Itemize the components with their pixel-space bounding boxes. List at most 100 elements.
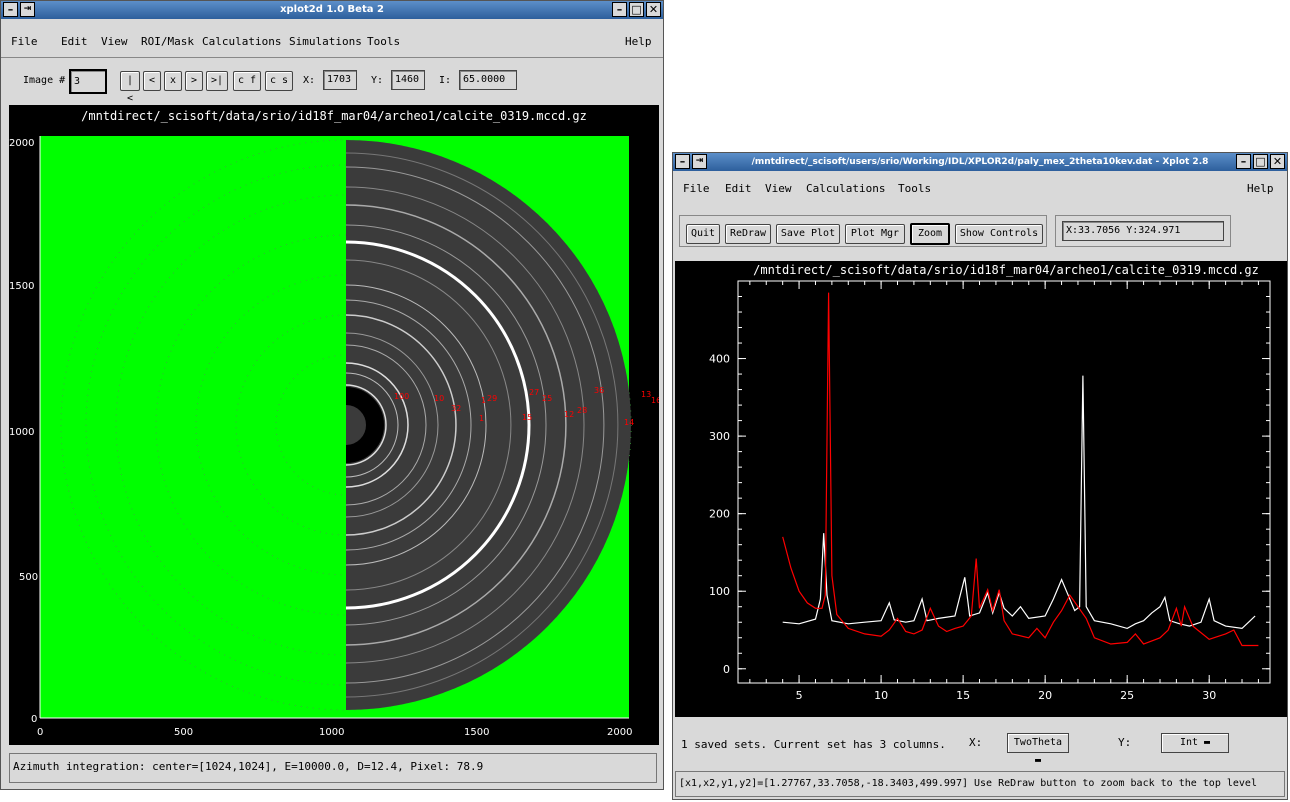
series-line-1	[782, 292, 1259, 647]
xplot-status-bar[interactable]: [x1,x2,y1,y2]=[1.27767,33.7058,-18.3403,…	[675, 771, 1285, 797]
ring-label: 1	[481, 396, 486, 405]
close-icon[interactable]: ✕	[1270, 154, 1285, 169]
minimize-icon[interactable]: –	[612, 2, 627, 17]
diffraction-image[interactable]: 100 10 32 1 27 25 1 29 36 15 12 28 14 13…	[9, 105, 659, 745]
xplot2d-titlebar[interactable]: – ⇥ xplot2d 1.0 Beta 2 – □ ✕	[1, 1, 663, 19]
x-tick-label: 15	[956, 689, 970, 702]
cs-button[interactable]: c s	[265, 71, 293, 91]
maximize-icon[interactable]: □	[1253, 154, 1268, 169]
quit-button[interactable]: Quit	[686, 224, 720, 244]
zoom-button[interactable]: Zoom	[910, 223, 950, 245]
menu-tools[interactable]: Tools	[367, 35, 401, 48]
xplot2d-window: – ⇥ xplot2d 1.0 Beta 2 – □ ✕ File Edit V…	[0, 0, 664, 790]
ring-label: 16	[651, 396, 659, 405]
menu-edit[interactable]: Edit	[61, 35, 88, 48]
window-title: /mntdirect/_scisoft/users/srio/Working/I…	[751, 157, 1209, 167]
save-plot-button[interactable]: Save Plot	[776, 224, 840, 244]
window-menu-icon[interactable]: –	[3, 2, 18, 17]
y-column-dropdown[interactable]: Int ▬	[1161, 733, 1229, 753]
x-tick-label: 25	[1120, 689, 1134, 702]
first-image-button[interactable]: |<	[120, 71, 140, 104]
y-column-label: Y:	[1118, 736, 1132, 749]
xplot-titlebar[interactable]: – ⇥ /mntdirect/_scisoft/users/srio/Worki…	[673, 153, 1287, 171]
xplot2d-status-bar[interactable]: Azimuth integration: center=[1024,1024],…	[9, 753, 657, 783]
last-image-button[interactable]: >|	[206, 71, 228, 91]
plot-area[interactable]: /mntdirect/_scisoft/data/srio/id18f_mar0…	[675, 261, 1287, 717]
current-image-button[interactable]: x	[164, 71, 182, 91]
image-number-label: Image #	[23, 75, 66, 86]
y-tick-label: 0	[723, 663, 730, 676]
menu-file[interactable]: File	[683, 182, 710, 195]
image-number-field[interactable]: 3	[69, 69, 107, 94]
menu-view[interactable]: View	[765, 182, 792, 195]
y-label: Y:	[371, 75, 384, 86]
intensity-field[interactable]: 65.0000	[459, 70, 517, 90]
image-display[interactable]: /mntdirect/_scisoft/data/srio/id18f_mar0…	[9, 105, 659, 745]
image-axes	[39, 136, 629, 719]
menu-tools[interactable]: Tools	[898, 182, 932, 195]
series-line-0	[782, 375, 1256, 630]
show-controls-button[interactable]: Show Controls	[955, 224, 1043, 244]
window-title: xplot2d 1.0 Beta 2	[280, 4, 384, 15]
x-label: X:	[303, 75, 316, 86]
x-tick-label: 20	[1038, 689, 1052, 702]
menu-view[interactable]: View	[101, 35, 128, 48]
ring-label: 27	[529, 388, 539, 397]
plot-mgr-button[interactable]: Plot Mgr	[845, 224, 905, 244]
diffraction-half-disk	[346, 140, 631, 710]
y-tick-label: 200	[709, 508, 730, 521]
cf-button[interactable]: c f	[233, 71, 261, 91]
x-coordinate-field[interactable]: 1703	[323, 70, 357, 90]
y-tick-label: 2000	[9, 138, 35, 149]
dropdown-icon: ▬	[1034, 755, 1042, 766]
redraw-button[interactable]: ReDraw	[725, 224, 771, 244]
ring-label: 12	[564, 410, 574, 419]
shade-icon[interactable]: ⇥	[20, 2, 35, 17]
x-column-value: TwoTheta	[1013, 737, 1063, 748]
menubar: File Edit View Calculations Tools Help	[673, 178, 1287, 200]
coordinate-readout: X:33.7056 Y:324.971	[1062, 221, 1224, 241]
ring-label: 10	[434, 394, 444, 403]
plot-frame	[737, 280, 1271, 684]
shade-icon[interactable]: ⇥	[692, 154, 707, 169]
diffraction-rings	[345, 152, 619, 698]
prev-image-button[interactable]: <	[143, 71, 161, 91]
x-column-dropdown[interactable]: TwoTheta ▬	[1007, 733, 1069, 766]
menu-file[interactable]: File	[11, 35, 38, 48]
menu-separator	[1, 57, 663, 58]
x-tick-label: 500	[174, 727, 194, 738]
xplot-window: – ⇥ /mntdirect/_scisoft/users/srio/Worki…	[672, 152, 1288, 800]
menu-edit[interactable]: Edit	[725, 182, 752, 195]
x-tick-label: 2000	[607, 727, 633, 738]
ring-label: 32	[451, 404, 461, 413]
maximize-icon[interactable]: □	[629, 2, 644, 17]
next-image-button[interactable]: >	[185, 71, 203, 91]
ring-label: 15	[522, 413, 532, 422]
menu-roi-mask[interactable]: ROI/Mask	[141, 35, 194, 48]
y-tick-label: 1500	[9, 281, 35, 292]
menu-simulations[interactable]: Simulations	[289, 35, 362, 48]
window-menu-icon[interactable]: –	[675, 154, 690, 169]
menu-help[interactable]: Help	[1247, 182, 1274, 195]
ring-labels: 100 10 32 1 27 25 1 29 36 15 12 28 14 13…	[394, 386, 659, 427]
coord-readout-frame	[1055, 215, 1231, 247]
ring-label: 36	[594, 386, 604, 395]
ring-label: 14	[624, 418, 634, 427]
menu-help[interactable]: Help	[625, 35, 652, 48]
y-tick-label: 400	[709, 353, 730, 366]
x-tick-label: 1000	[319, 727, 345, 738]
ring-label: 1	[479, 414, 484, 423]
x-tick-label: 30	[1202, 689, 1216, 702]
ring-label: 13	[641, 390, 651, 399]
menu-calculations[interactable]: Calculations	[202, 35, 282, 48]
menu-calculations[interactable]: Calculations	[806, 182, 886, 195]
minimize-icon[interactable]: –	[1236, 154, 1251, 169]
x-tick-label: 10	[874, 689, 888, 702]
button-panel	[679, 215, 1047, 247]
close-icon[interactable]: ✕	[646, 2, 661, 17]
y-tick-label: 1000	[9, 427, 35, 438]
y-tick-label: 300	[709, 430, 730, 443]
y-tick-label: 0	[31, 714, 38, 725]
y-coordinate-field[interactable]: 1460	[391, 70, 425, 90]
